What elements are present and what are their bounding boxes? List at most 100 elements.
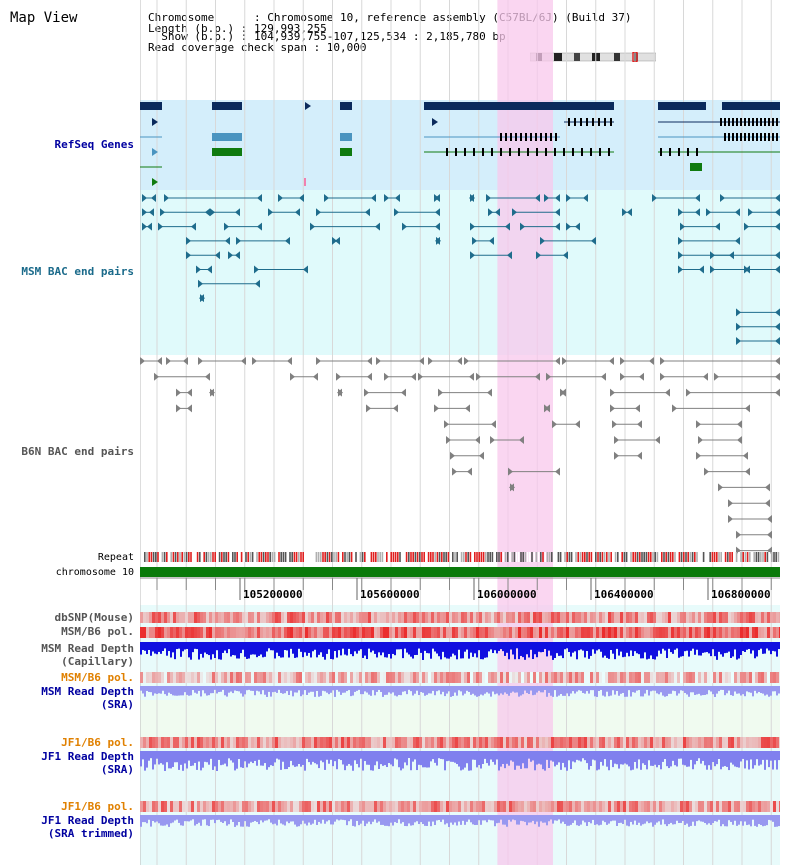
repeat-element: [408, 552, 410, 562]
msm-depth-sra-bar: [516, 686, 518, 693]
msm-depth-capillary-bar: [240, 642, 242, 654]
jf1-depth-sra-bar: [714, 751, 716, 767]
msm-depth-sra-bar: [434, 686, 436, 696]
msm-bac-end: [735, 236, 740, 245]
msm-bac-end: [555, 222, 560, 231]
msm-bac-end: [775, 208, 780, 217]
msm-b6-pol-cell: [470, 672, 473, 683]
jf1-depth-sra-bar: [686, 751, 688, 767]
jf1-depth-trim-bar: [588, 815, 590, 823]
dbsnp-cell: [236, 612, 239, 623]
msm-depth-sra-bar: [620, 686, 622, 694]
msm-depth-capillary-bar: [386, 642, 388, 658]
msm-depth-capillary-bar: [214, 642, 216, 659]
msm-depth-capillary-bar: [440, 642, 442, 660]
jf1-depth-sra-bar: [760, 751, 762, 765]
jf1-depth-sra-bar: [448, 751, 450, 761]
jf1-b6-pol-cell: [179, 801, 182, 812]
repeat-element: [672, 552, 674, 562]
msm-b6-pol-cell: [401, 627, 404, 638]
msm-b6-pol-cell: [674, 672, 677, 683]
jf1-b6-pol-cell: [563, 801, 566, 812]
b6n-bac-end: [337, 388, 342, 397]
jf1-depth-sra-bar: [520, 751, 522, 769]
exon-tick: [768, 133, 770, 141]
repeat-element: [768, 552, 771, 562]
jf1-depth-sra-bar: [234, 751, 236, 771]
jf1-depth-trim-bar: [378, 815, 380, 822]
dbsnp-cell: [416, 612, 419, 623]
repeat-element: [669, 552, 672, 562]
jf1-depth-sra-bar: [336, 751, 338, 770]
jf1-b6-pol-cell: [386, 737, 389, 748]
msm-depth-capillary-bar: [380, 642, 382, 656]
msm-depth-capillary-bar: [320, 642, 322, 653]
jf1-depth-trim-bar: [574, 815, 576, 821]
jf1-depth-sra-bar: [612, 751, 614, 768]
b6n-bac-end: [545, 404, 550, 413]
msm-bac-end: [566, 194, 571, 202]
b6n-bac-end: [475, 436, 480, 444]
msm-depth-capillary-bar: [178, 642, 180, 649]
repeat-element: [414, 552, 417, 562]
dbsnp-cell: [344, 612, 347, 623]
jf1-b6-pol-cell: [647, 801, 650, 812]
jf1-depth-sra-bar: [210, 751, 212, 759]
repeat-element: [196, 552, 199, 562]
msm-bac-end: [775, 222, 780, 231]
jf1-depth-trim-bar: [540, 815, 542, 822]
jf1-depth-trim-bar: [656, 815, 658, 823]
msm-b6-pol-cell: [497, 627, 500, 638]
msm-depth-sra-bar: [588, 686, 590, 694]
jf1-b6-pol-cell: [431, 801, 434, 812]
jf1-b6-pol-cell: [767, 737, 770, 748]
jf1-depth-trim-bar: [382, 815, 384, 825]
msm-b6-pol-cell: [704, 672, 707, 683]
msm-depth-sra-bar: [176, 686, 178, 696]
genome-browser-panel[interactable]: 105200000 105600000 106000000 106400000 1068…: [140, 0, 780, 865]
msm-depth-sra-bar: [272, 686, 274, 693]
msm-b6-pol-cell: [386, 627, 389, 638]
msm-depth-sra-bar: [264, 686, 266, 695]
msm-depth-capillary-bar: [654, 642, 656, 660]
jf1-b6-pol-cell: [200, 801, 203, 812]
jf1-depth-trim-bar: [410, 815, 412, 826]
msm-b6-pol-cell: [278, 672, 281, 683]
repeat-element: [456, 552, 458, 562]
repeat-element: [619, 552, 621, 562]
jf1-b6-pol-cell: [221, 801, 224, 812]
jf1-depth-trim-bar: [324, 815, 326, 824]
msm-depth-sra-bar: [326, 686, 328, 693]
repeat-element: [243, 552, 245, 562]
msm-depth-capillary-bar: [604, 642, 606, 656]
jf1-depth-trim-bar: [188, 815, 190, 822]
msm-depth-capillary-bar: [180, 642, 182, 657]
jf1-depth-sra-bar: [358, 751, 360, 768]
msm-depth-sra-bar: [140, 686, 142, 691]
jf1-b6-pol-cell: [593, 737, 596, 748]
msm-b6-pol-cell: [713, 672, 716, 683]
jf1-b6-pol-cell: [587, 737, 590, 748]
dbsnp-cell: [242, 612, 245, 623]
msm-depth-capillary-bar: [220, 642, 222, 660]
msm-b6-pol-cell: [734, 627, 737, 638]
jf1-b6-pol-cell: [182, 737, 185, 748]
exon-tick: [563, 148, 565, 156]
msm-bac-end: [489, 236, 494, 245]
jf1-depth-sra-bar: [632, 751, 634, 770]
jf1-depth-trim-bar: [744, 815, 746, 822]
msm-b6-pol-cell: [518, 627, 521, 638]
msm-depth-sra-bar: [684, 686, 686, 693]
dbsnp-cell: [407, 612, 410, 623]
repeat-element: [562, 552, 564, 562]
msm-b6-pol-cell: [584, 627, 587, 638]
msm-depth-capillary-bar: [512, 642, 514, 655]
msm-b6-pol-cell: [212, 672, 215, 683]
jf1-depth-trim-bar: [630, 815, 632, 822]
jf1-depth-trim-bar: [702, 815, 704, 822]
jf1-depth-trim-bar: [352, 815, 354, 826]
msm-depth-capillary-bar: [546, 642, 548, 657]
b6n-bac-end: [316, 357, 321, 365]
msm-bac-end: [205, 208, 210, 217]
msm-b6-pol-cell: [650, 627, 653, 638]
